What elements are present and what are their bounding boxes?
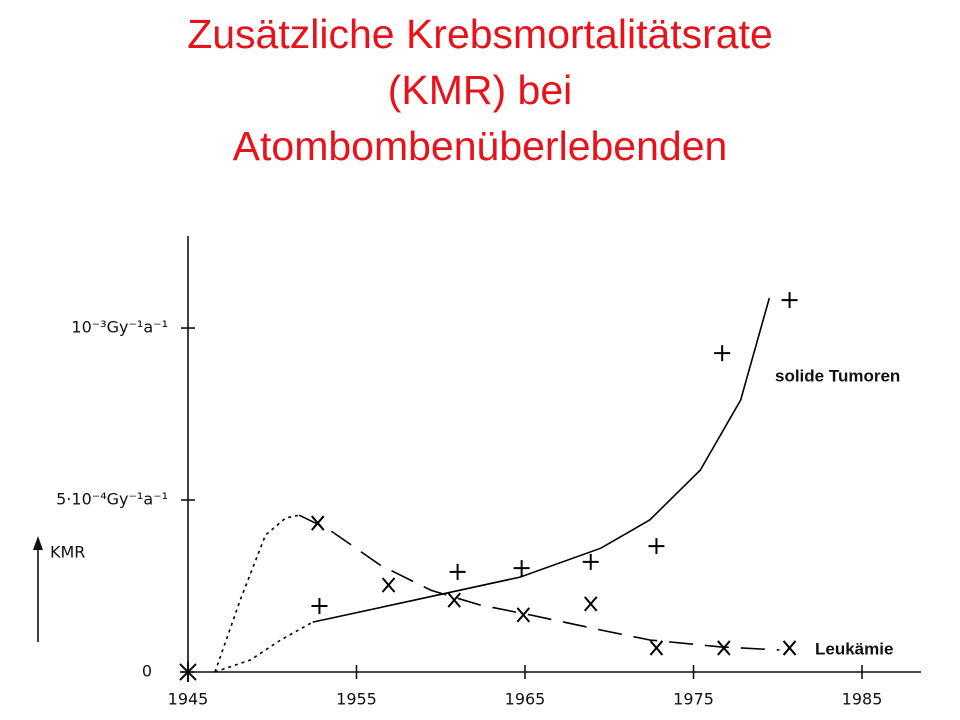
y-tick-label: 5·10⁻⁴Gy⁻¹a⁻¹	[56, 490, 168, 509]
x-tick-label: 1955	[336, 690, 377, 709]
x-tick-label: 1975	[673, 690, 714, 709]
data-point	[583, 596, 598, 612]
data-point	[310, 515, 325, 531]
data-point	[447, 592, 461, 608]
data-point	[516, 607, 531, 623]
extrapolation-curve	[214, 621, 314, 673]
data-point	[311, 597, 328, 614]
title-line: Zusätzliche Krebsmortalitätsrate	[187, 11, 773, 57]
data-point	[717, 640, 731, 656]
extrapolation-curve	[214, 514, 300, 673]
data-point	[582, 553, 599, 570]
data-point	[449, 563, 466, 580]
data-point	[513, 560, 530, 577]
series-label: Leukämie	[815, 639, 893, 658]
y-tick-label: 0	[142, 662, 152, 681]
data-point	[714, 345, 731, 362]
fit-curve	[312, 297, 771, 623]
chart-title: Zusätzliche Krebsmortalitätsrate (KMR) be…	[0, 0, 960, 174]
x-tick-label: 1965	[505, 690, 546, 709]
series-label: solide Tumoren	[775, 367, 900, 386]
x-tick-label: 1945	[168, 690, 209, 709]
y-axis-label: KMR	[50, 543, 85, 562]
data-point	[648, 538, 665, 555]
data-point	[649, 640, 664, 656]
data-point	[782, 640, 797, 656]
y-arrow-head	[33, 536, 43, 550]
y-tick-label: 10⁻³Gy⁻¹a⁻¹	[71, 318, 168, 337]
title-line: (KMR) bei	[387, 67, 573, 113]
data-point	[381, 577, 396, 593]
fit-curve	[298, 514, 780, 651]
title-line: Atombombenüberlebenden	[232, 123, 728, 169]
x-tick-label: 1985	[842, 690, 883, 709]
data-point	[781, 292, 798, 309]
